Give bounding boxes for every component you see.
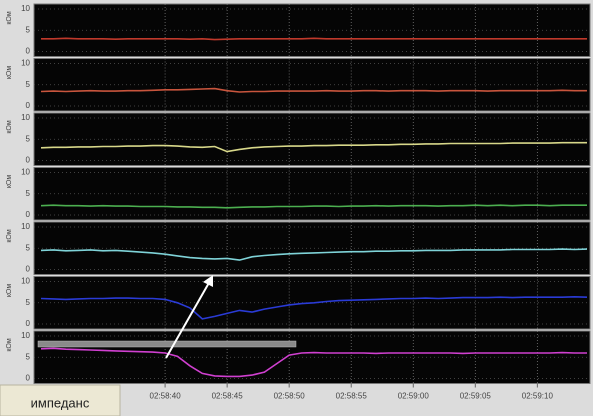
series-line [40,248,588,261]
y-tick-label: 10 [21,4,30,13]
y-tick-label: 5 [26,189,31,198]
y-tick-label: 5 [26,80,31,89]
footer-label: импеданс [31,395,90,410]
y-tick-label: 5 [26,352,31,361]
y-tick-label: 0 [26,101,31,110]
y-tick-label: 10 [21,168,30,177]
y-axis-label: кОм [6,11,13,25]
x-tick-label: 02:58:55 [336,392,368,401]
y-tick-label: 0 [26,374,31,383]
y-tick-label: 5 [26,243,31,252]
y-tick-label: 10 [21,222,30,231]
panel: 0 5 10 кОм [6,3,591,57]
y-tick-label: 5 [26,134,31,143]
x-tick-label: 02:58:40 [150,392,182,401]
y-tick-label: 0 [26,210,31,219]
y-tick-label: 10 [21,277,30,286]
y-tick-label: 0 [26,265,31,274]
y-axis-label: кОм [6,66,13,80]
series-line [40,141,587,153]
series-line [40,204,587,209]
panel: 0 5 10 кОм [6,167,591,221]
series-line [40,347,587,378]
x-tick-label: 02:58:50 [274,392,306,401]
panel: 0 5 10 кОм [6,221,591,275]
selection-bar [37,340,297,348]
arrow-head [203,275,213,287]
x-tick-label: 02:59:05 [460,392,492,401]
panel: 0 5 10 кОм [6,112,591,166]
series-line [41,37,587,41]
panel: 0 5 10 кОм [6,276,591,330]
arrow [165,280,211,359]
y-tick-label: 10 [21,59,30,68]
panel: 0 5 10 кОм [6,58,591,112]
y-tick-label: 0 [26,47,31,56]
y-tick-label: 10 [21,113,30,122]
y-axis-label: кОм [6,120,13,134]
x-tick-label: 02:58:45 [212,392,244,401]
y-axis-label: кОм [6,284,13,298]
series-line [40,87,587,93]
panels: 0 5 10 кОм 0 5 10 кОм 0 5 10 кОм 0 5 10 кОм 0 5 10 кОм 0 5 10 к… [6,3,591,401]
y-tick-label: 0 [26,319,31,328]
y-tick-label: 5 [26,25,31,34]
y-tick-label: 5 [26,298,31,307]
y-tick-label: 10 [21,331,30,340]
x-tick-label: 02:59:00 [398,392,430,401]
panel: 0 5 10 кОм [6,330,591,384]
panel-area [33,221,591,275]
x-tick-label: 02:59:10 [522,392,554,401]
y-axis-label: кОм [6,338,13,352]
series-line [40,295,588,320]
y-axis-label: кОм [6,229,13,243]
y-tick-label: 0 [26,156,31,165]
footer-box [0,384,121,416]
y-axis-label: кОм [6,175,13,189]
